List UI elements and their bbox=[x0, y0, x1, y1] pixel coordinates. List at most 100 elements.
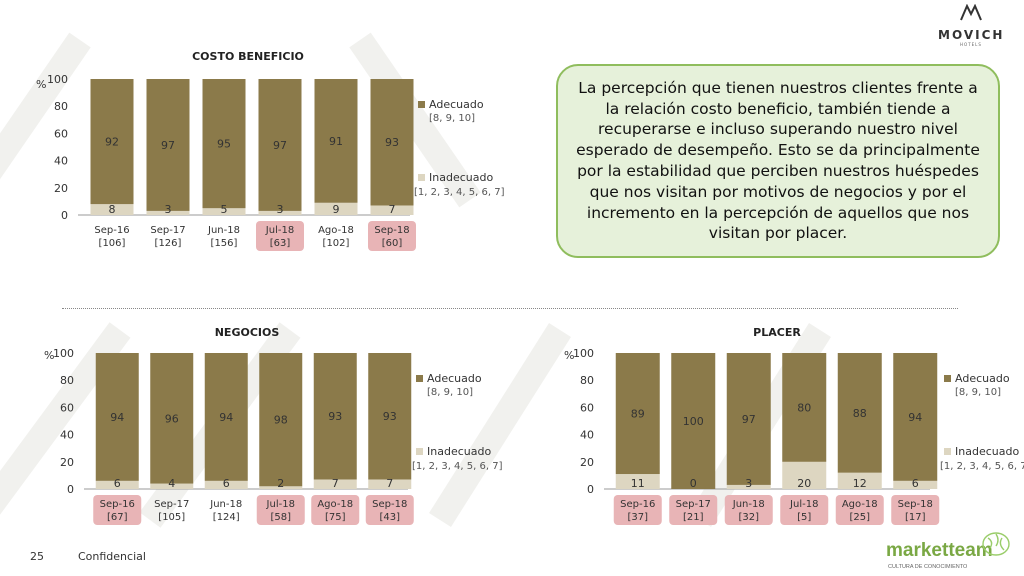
data-label-adecuado: 93 bbox=[383, 410, 397, 423]
data-label-adecuado: 96 bbox=[165, 412, 179, 425]
y-tick-label: 20 bbox=[54, 182, 68, 195]
bar-adecuado bbox=[202, 79, 246, 209]
bar-inadecuado bbox=[370, 205, 414, 215]
y-tick-label: 0 bbox=[587, 483, 594, 496]
legend-adecuado-range: [8, 9, 10] bbox=[427, 387, 473, 398]
bar-inadecuado bbox=[313, 479, 357, 489]
callout-text: La percepción que tienen nuestros client… bbox=[576, 78, 980, 243]
confidential-label: Confidencial bbox=[78, 550, 146, 563]
y-tick-label: 0 bbox=[61, 209, 68, 222]
bar-adecuado bbox=[95, 353, 139, 481]
data-label-inadecuado: 9 bbox=[333, 203, 340, 216]
bar-adecuado bbox=[837, 353, 882, 473]
y-tick-label: 40 bbox=[60, 429, 74, 442]
x-tick-sublabel: [124] bbox=[213, 512, 240, 523]
bar-inadecuado bbox=[314, 202, 358, 215]
x-tick-sublabel: [102] bbox=[323, 238, 350, 249]
x-tick-label: Sep-17 bbox=[150, 225, 185, 236]
data-label-inadecuado: 6 bbox=[223, 477, 230, 490]
data-label-inadecuado: 3 bbox=[277, 203, 284, 216]
y-tick-label: 80 bbox=[60, 374, 74, 387]
bar-adecuado bbox=[146, 79, 190, 211]
x-tick-label: Sep-17 bbox=[676, 499, 711, 510]
data-label-inadecuado: 7 bbox=[389, 203, 396, 216]
bar-adecuado bbox=[204, 353, 248, 481]
category-highlight bbox=[835, 495, 884, 525]
x-tick-sublabel: [21] bbox=[683, 512, 704, 523]
data-label-adecuado: 92 bbox=[105, 136, 119, 149]
bar-adecuado bbox=[259, 353, 303, 487]
bar-inadecuado bbox=[368, 479, 412, 489]
y-axis-label: % bbox=[36, 78, 46, 91]
data-label-adecuado: 97 bbox=[742, 413, 756, 426]
category-highlight bbox=[891, 495, 940, 525]
x-tick-sublabel: [63] bbox=[270, 238, 291, 249]
x-tick-sublabel: [105] bbox=[158, 512, 185, 523]
data-label-inadecuado: 6 bbox=[114, 477, 121, 490]
data-label-adecuado: 80 bbox=[797, 401, 811, 414]
bar-adecuado bbox=[370, 79, 414, 206]
x-tick-label: Sep-18 bbox=[374, 225, 409, 236]
category-highlight bbox=[311, 495, 360, 525]
legend-adecuado-range: [8, 9, 10] bbox=[955, 387, 1001, 398]
x-tick-label: Jun-18 bbox=[732, 499, 765, 510]
legend-swatch-adecuado bbox=[944, 375, 951, 382]
legend-swatch-inadecuado bbox=[416, 448, 423, 455]
movich-logo-text: MOVICH bbox=[938, 28, 1005, 42]
x-tick-sublabel: [67] bbox=[107, 512, 128, 523]
data-label-inadecuado: 5 bbox=[221, 203, 228, 216]
bar-adecuado bbox=[150, 353, 194, 484]
category-highlight bbox=[365, 495, 414, 525]
bar-adecuado bbox=[893, 353, 938, 481]
bar-adecuado bbox=[782, 353, 827, 462]
bar-inadecuado bbox=[782, 461, 827, 489]
bar-inadecuado bbox=[95, 480, 139, 489]
legend-inadecuado: Inadecuado bbox=[427, 445, 491, 458]
marketteam-logo: marketteam CULTURA DE CONOCIMIENTO bbox=[886, 532, 1010, 570]
data-label-inadecuado: 2 bbox=[277, 477, 284, 490]
legend-swatch-adecuado bbox=[416, 375, 423, 382]
data-label-inadecuado: 3 bbox=[745, 477, 752, 490]
data-label-adecuado: 94 bbox=[219, 411, 233, 424]
data-label-inadecuado: 8 bbox=[109, 203, 116, 216]
x-tick-sublabel: [37] bbox=[627, 512, 648, 523]
legend-inadecuado: Inadecuado bbox=[429, 171, 493, 184]
bar-adecuado bbox=[90, 79, 134, 205]
y-tick-label: 100 bbox=[53, 347, 74, 360]
x-tick-sublabel: [32] bbox=[738, 512, 759, 523]
x-tick-sublabel: [43] bbox=[379, 512, 400, 523]
legend-adecuado: Adecuado bbox=[955, 372, 1010, 385]
bar-inadecuado bbox=[202, 208, 246, 215]
data-label-adecuado: 94 bbox=[110, 411, 124, 424]
data-label-adecuado: 91 bbox=[329, 135, 343, 148]
data-label-inadecuado: 7 bbox=[332, 477, 339, 490]
x-tick-label: Ago-18 bbox=[842, 499, 878, 510]
y-tick-label: 40 bbox=[54, 155, 68, 168]
category-highlight bbox=[613, 495, 662, 525]
chart-title: NEGOCIOS bbox=[215, 326, 280, 339]
category-highlight bbox=[669, 495, 718, 525]
marketteam-logo-text: marketteam bbox=[886, 540, 993, 561]
bar-adecuado bbox=[671, 353, 716, 489]
movich-logo-sub: HOTELS bbox=[960, 42, 982, 47]
x-tick-label: Sep-16 bbox=[620, 499, 655, 510]
data-label-inadecuado: 0 bbox=[690, 477, 697, 490]
y-tick-label: 100 bbox=[47, 73, 68, 86]
x-tick-sublabel: [25] bbox=[849, 512, 870, 523]
legend-adecuado: Adecuado bbox=[429, 98, 484, 111]
category-highlight bbox=[256, 221, 304, 251]
data-label-inadecuado: 4 bbox=[168, 477, 175, 490]
brain-icon bbox=[982, 532, 1010, 556]
chart-title: PLACER bbox=[753, 326, 801, 339]
data-label-adecuado: 88 bbox=[853, 407, 867, 420]
legend-inadecuado-range: [1, 2, 3, 4, 5, 6, 7] bbox=[412, 461, 503, 472]
chart-title: COSTO BENEFICIO bbox=[192, 50, 304, 63]
bar-inadecuado bbox=[90, 204, 134, 215]
bar-adecuado bbox=[258, 79, 302, 211]
bar-adecuado bbox=[313, 353, 357, 480]
legend-inadecuado: Inadecuado bbox=[955, 445, 1019, 458]
bar-inadecuado bbox=[146, 210, 190, 215]
bar-inadecuado bbox=[893, 480, 938, 489]
x-tick-label: Jul-18 bbox=[789, 499, 818, 510]
